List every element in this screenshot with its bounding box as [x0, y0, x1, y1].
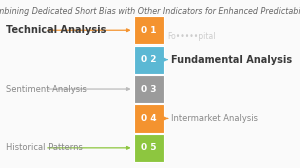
FancyBboxPatch shape [134, 75, 164, 103]
Text: 0 5: 0 5 [141, 143, 157, 152]
Text: 0 2: 0 2 [141, 55, 157, 64]
Text: 0 3: 0 3 [141, 85, 157, 94]
FancyBboxPatch shape [134, 134, 164, 162]
Text: Technical Analysis: Technical Analysis [6, 25, 106, 35]
Text: 0 1: 0 1 [141, 26, 157, 35]
Text: Fundamental Analysis: Fundamental Analysis [171, 55, 292, 65]
FancyBboxPatch shape [134, 16, 164, 44]
Text: Historical Patterns: Historical Patterns [6, 143, 83, 152]
Text: 0 4: 0 4 [141, 114, 157, 123]
Text: Fo•••••pital: Fo•••••pital [167, 32, 215, 41]
Text: Sentiment Analysis: Sentiment Analysis [6, 85, 87, 94]
FancyBboxPatch shape [134, 104, 164, 133]
Text: Intermarket Analysis: Intermarket Analysis [171, 114, 258, 123]
Text: Combining Dedicated Short Bias with Other Indicators for Enhanced Predictability: Combining Dedicated Short Bias with Othe… [0, 7, 300, 16]
FancyBboxPatch shape [134, 46, 164, 74]
